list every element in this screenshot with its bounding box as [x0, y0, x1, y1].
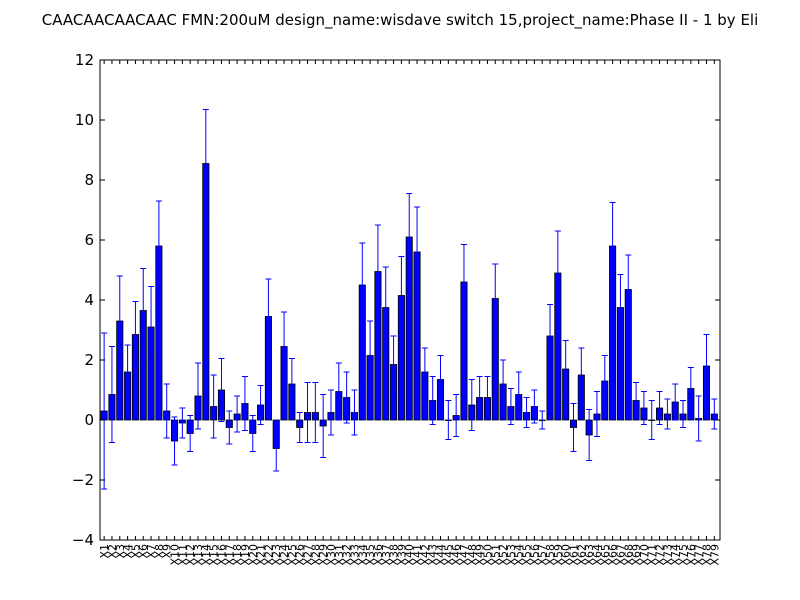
x-tick-label: X16	[215, 544, 228, 566]
x-tick-label: X27	[302, 544, 315, 566]
x-tick-label: X5	[129, 544, 142, 559]
x-tick-label: X61	[568, 544, 581, 566]
x-tick-label: X50	[481, 544, 494, 566]
x-tick-label: X53	[505, 544, 518, 566]
x-axis: X1X2X3X4X5X6X7X8X9X10X11X12X13X14X15X16X…	[98, 60, 721, 566]
x-tick-label: X2	[106, 544, 119, 559]
x-tick-label: X68	[622, 544, 635, 566]
x-tick-label: X64	[591, 544, 604, 566]
x-tick-label: X8	[153, 544, 166, 559]
x-tick-label: X17	[223, 544, 236, 566]
x-tick-label: X47	[458, 544, 471, 566]
y-tick-label: 0	[84, 411, 94, 429]
x-tick-label: X6	[137, 544, 150, 559]
x-tick-label: X66	[607, 544, 620, 566]
x-tick-label: X22	[262, 544, 275, 566]
x-tick-label: X63	[583, 544, 596, 566]
x-tick-label: X75	[677, 544, 690, 566]
y-tick-label: 8	[84, 171, 94, 189]
x-tick-label: X56	[528, 544, 541, 566]
x-tick-label: X45	[442, 544, 455, 566]
x-tick-label: X30	[325, 544, 338, 566]
x-tick-label: X46	[450, 544, 463, 566]
x-tick-label: X34	[356, 544, 369, 566]
x-tick-label: X37	[380, 544, 393, 566]
x-tick-label: X31	[333, 544, 346, 566]
x-tick-label: X72	[654, 544, 667, 566]
x-tick-label: X57	[536, 544, 549, 566]
x-tick-label: X78	[700, 544, 713, 566]
x-tick-label: X41	[411, 544, 424, 566]
y-axis: −4 −2 0 2 4 6 8 10 12	[72, 51, 720, 549]
y-tick-label: 4	[84, 291, 94, 309]
x-tick-label: X33	[348, 544, 361, 566]
x-tick-label: X65	[599, 544, 612, 566]
x-tick-label: X52	[497, 544, 510, 566]
x-tick-label: X69	[630, 544, 643, 566]
x-tick-label: X67	[614, 544, 627, 566]
x-tick-label: X29	[317, 544, 330, 566]
x-tick-label: X26	[294, 544, 307, 566]
x-tick-label: X24	[278, 544, 291, 566]
x-tick-label: X79	[708, 544, 721, 566]
x-tick-label: X42	[419, 544, 432, 566]
x-tick-label: X43	[427, 544, 440, 566]
y-tick-label: −2	[72, 471, 94, 489]
x-tick-label: X11	[176, 544, 189, 566]
x-tick-label: X49	[474, 544, 487, 566]
x-tick-label: X12	[184, 544, 197, 566]
x-tick-label: X14	[200, 544, 213, 566]
x-tick-label: X35	[364, 544, 377, 566]
x-tick-label: X55	[521, 544, 534, 566]
x-tick-label: X28	[309, 544, 322, 566]
y-tick-label: 2	[84, 351, 94, 369]
x-tick-label: X36	[372, 544, 385, 566]
x-tick-label: X44	[435, 544, 448, 566]
x-tick-label: X13	[192, 544, 205, 566]
y-tick-label: −4	[72, 531, 94, 549]
x-tick-label: X18	[231, 544, 244, 566]
x-tick-label: X32	[341, 544, 354, 566]
x-tick-label: X54	[513, 544, 526, 566]
x-tick-label: X62	[575, 544, 588, 566]
x-tick-label: X1	[98, 544, 111, 559]
y-tick-label: 10	[75, 111, 94, 129]
x-tick-label: X7	[145, 544, 158, 559]
x-tick-label: X60	[560, 544, 573, 566]
x-tick-label: X48	[466, 544, 479, 566]
x-tick-label: X23	[270, 544, 283, 566]
chart-title: CAACAACAACAAC FMN:200uM design_name:wisd…	[42, 11, 759, 30]
y-tick-label: 12	[75, 51, 94, 69]
x-tick-label: X10	[169, 544, 182, 566]
x-tick-label: X38	[388, 544, 401, 566]
x-tick-label: X71	[646, 544, 659, 566]
x-tick-label: X19	[239, 544, 252, 566]
x-tick-label: X70	[638, 544, 651, 566]
x-tick-label: X40	[403, 544, 416, 566]
x-tick-label: X76	[685, 544, 698, 566]
x-tick-label: X21	[255, 544, 268, 566]
x-tick-label: X3	[114, 544, 127, 559]
y-tick-label: 6	[84, 231, 94, 249]
x-tick-label: X59	[552, 544, 565, 566]
x-tick-label: X15	[208, 544, 221, 566]
x-tick-label: X39	[395, 544, 408, 566]
x-tick-label: X58	[544, 544, 557, 566]
x-tick-label: X25	[286, 544, 299, 566]
x-tick-label: X20	[247, 544, 260, 566]
x-tick-label: X77	[693, 544, 706, 566]
x-tick-label: X4	[122, 544, 135, 559]
error-bars	[101, 109, 718, 490]
x-tick-label: X51	[489, 544, 502, 566]
x-tick-label: X74	[669, 544, 682, 566]
x-tick-label: X73	[661, 544, 674, 566]
x-tick-label: X9	[161, 544, 174, 559]
